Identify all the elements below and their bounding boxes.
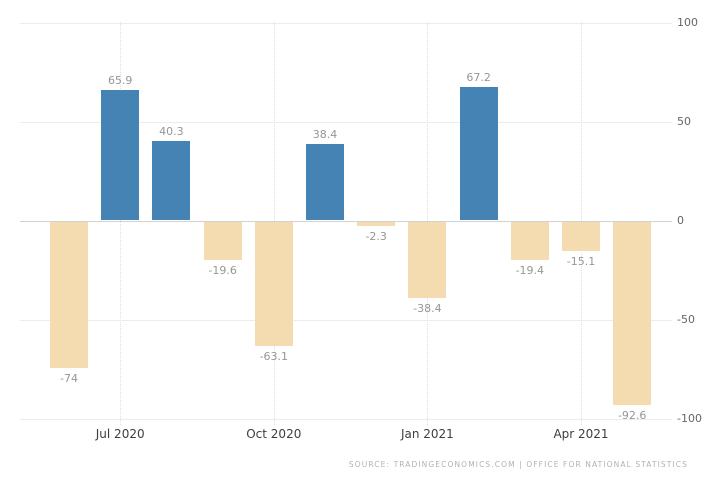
bar-value-label: -2.3 [365, 230, 387, 244]
bar-item-9[interactable] [459, 87, 498, 221]
bar-Jan 2021[interactable] [408, 221, 447, 298]
bar-item-1[interactable] [50, 221, 88, 369]
bar-value-label: -19.4 [515, 263, 545, 277]
h-gridline--100 [20, 418, 672, 420]
bar-value-label: 65.9 [107, 74, 133, 88]
y-axis-tick-label: -50 [677, 312, 695, 326]
bar-value-label: -92.6 [617, 408, 647, 422]
bar-value-label: -63.1 [259, 350, 289, 364]
x-axis-tick-label: Jan 2021 [400, 427, 454, 441]
bar-Oct 2020[interactable] [254, 221, 293, 347]
v-gridline [120, 22, 122, 425]
y-axis-tick-label: 0 [677, 213, 684, 227]
y-axis-tick-label: 100 [677, 15, 698, 29]
bar-Jul 2020[interactable] [101, 90, 140, 221]
bar-item-4[interactable] [203, 221, 242, 261]
bar-value-label: -74 [60, 372, 78, 386]
bar-Apr 2021[interactable] [562, 221, 600, 252]
bar-value-label: -19.6 [208, 264, 237, 278]
bar-item-7[interactable] [357, 221, 396, 227]
source-attribution: SOURCE: TRADINGECONOMICS.COM | OFFICE FO… [348, 460, 688, 469]
x-axis-tick-label: Oct 2020 [246, 427, 302, 441]
bar-item-3[interactable] [152, 140, 191, 221]
bar-value-label: -38.4 [413, 301, 442, 315]
x-axis-tick-label: Jul 2020 [95, 427, 145, 441]
h-gridline-0 [20, 220, 672, 222]
y-axis-tick-label: -100 [677, 411, 702, 425]
bar-value-label: 67.2 [466, 71, 491, 85]
y-axis-tick-label: 50 [677, 114, 691, 128]
bar-value-label: -15.1 [566, 255, 596, 269]
bar-item-6[interactable] [306, 144, 344, 221]
bar-value-label: 38.4 [312, 128, 338, 142]
h-gridline-100 [20, 22, 672, 24]
x-axis-tick-label: Apr 2021 [553, 427, 609, 441]
bar-item-12[interactable] [613, 221, 652, 405]
bar-item-10[interactable] [510, 221, 549, 260]
h-gridline--50 [20, 319, 672, 321]
bar-value-label: 40.3 [159, 124, 184, 138]
h-gridline-50 [20, 121, 672, 123]
